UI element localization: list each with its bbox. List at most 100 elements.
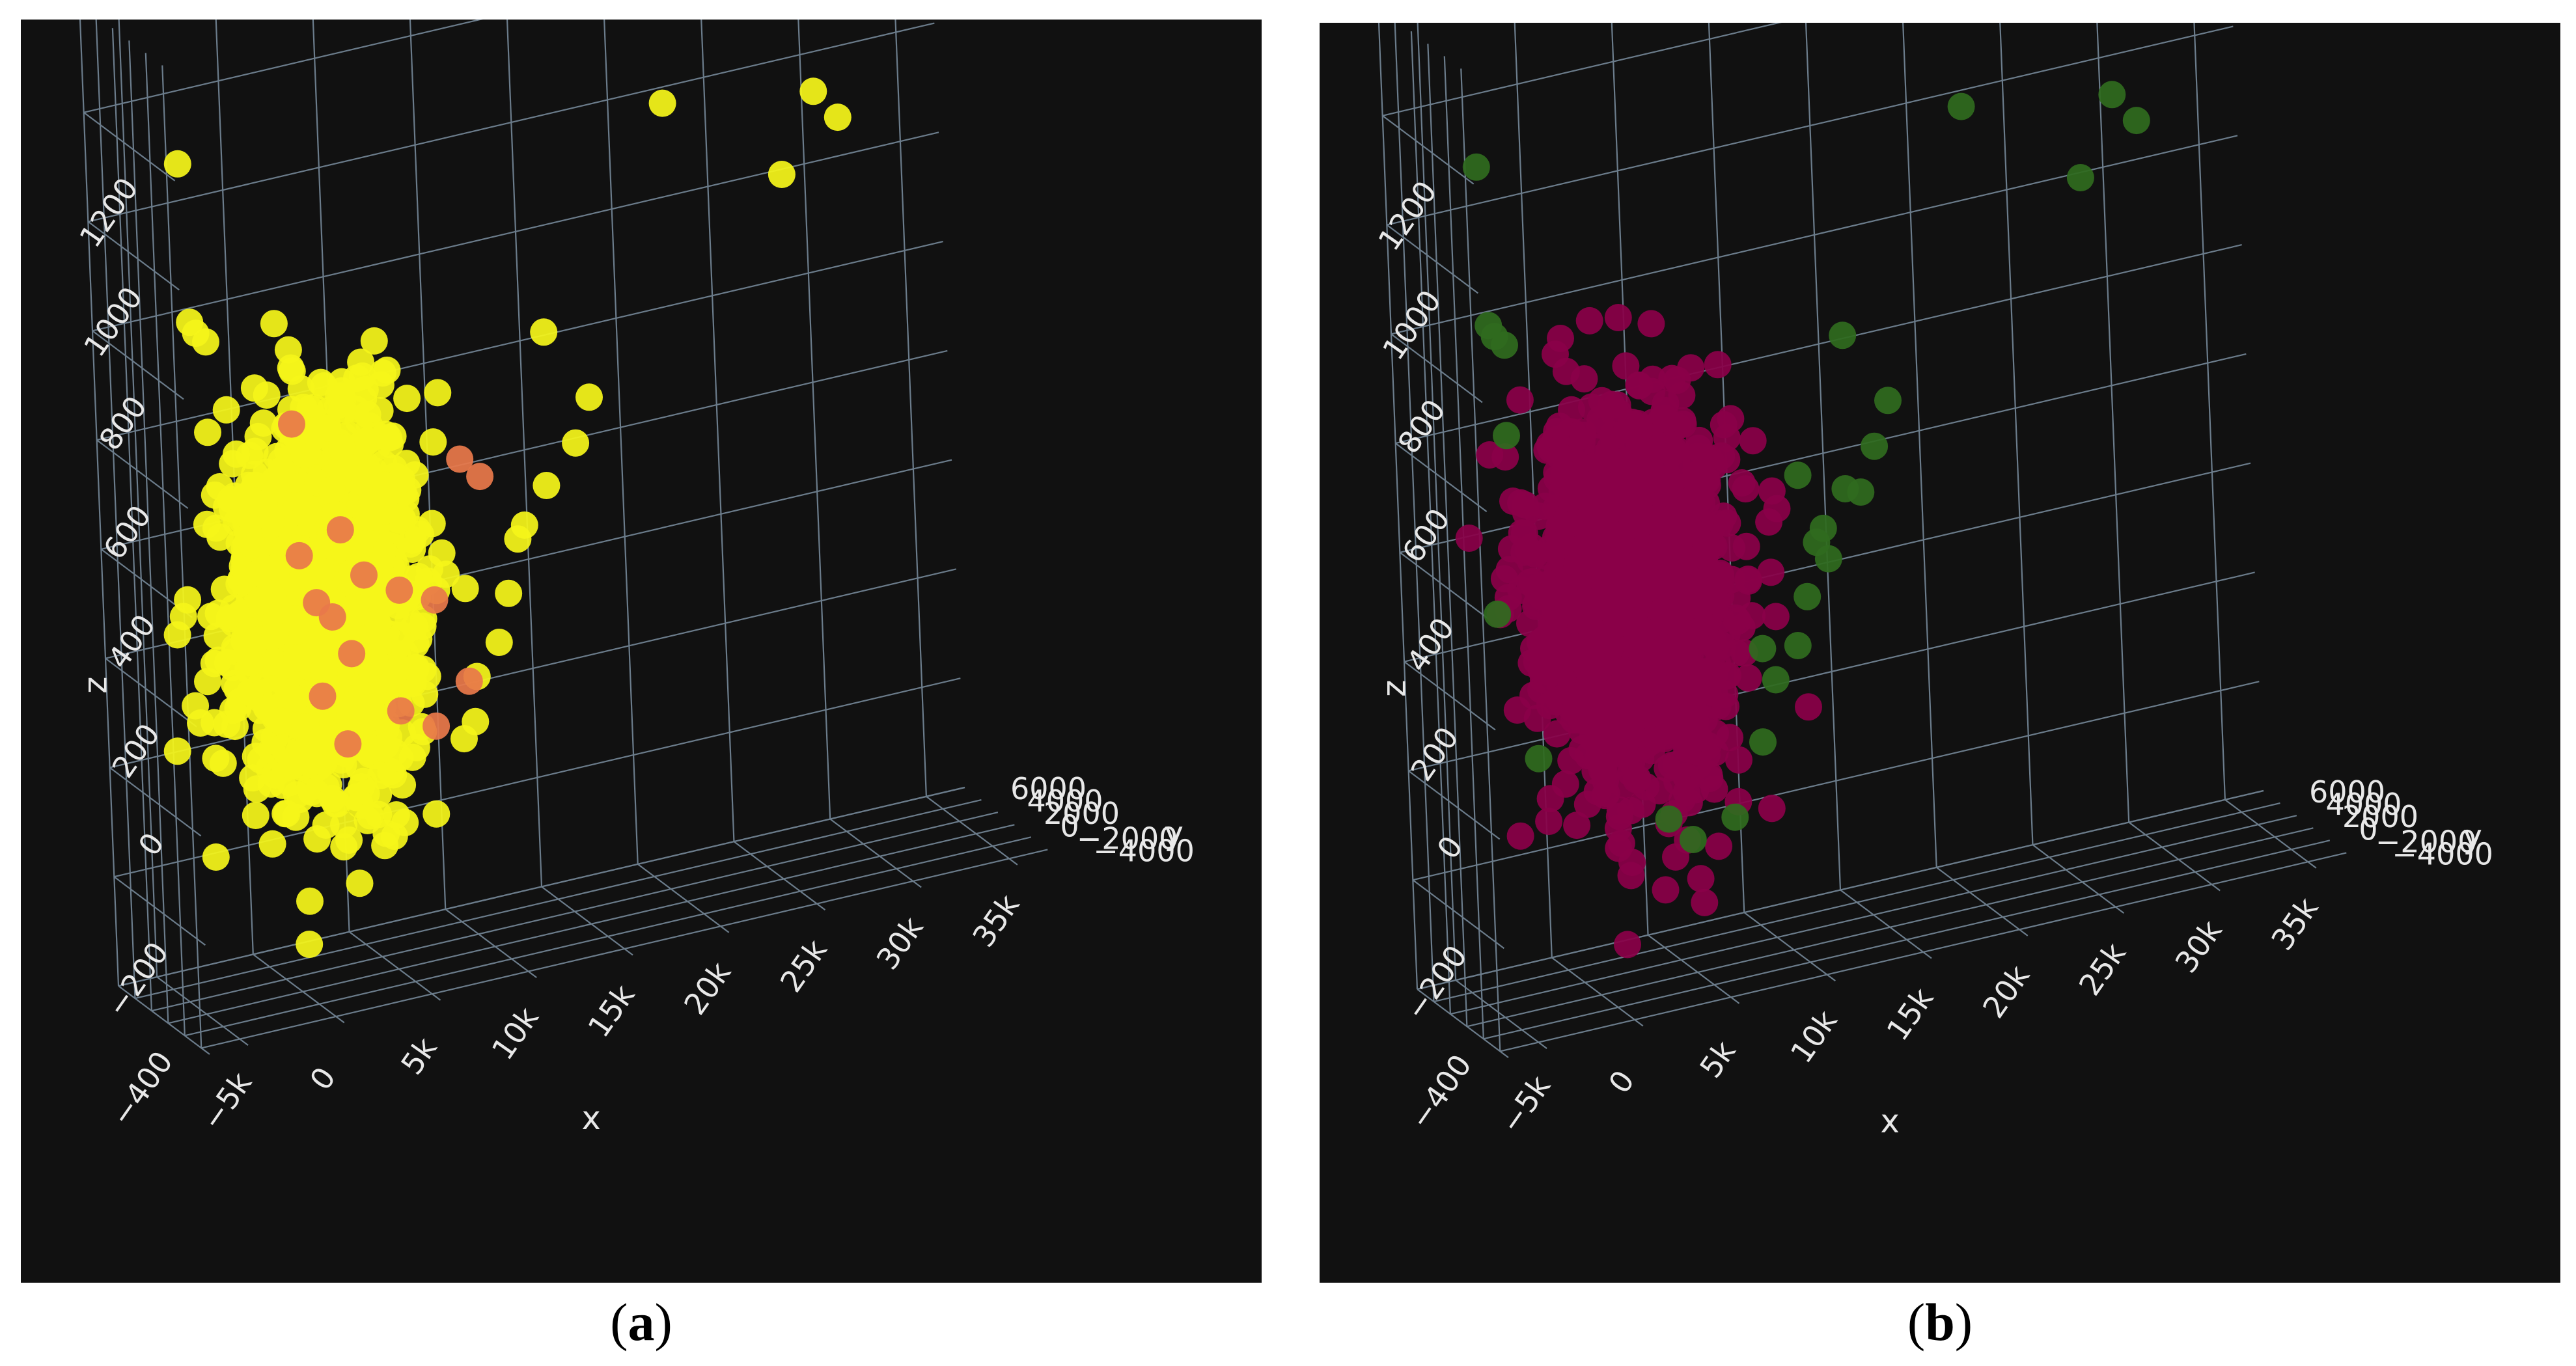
gridline-floor-y (118, 786, 965, 987)
gridline-back-z (83, 20, 484, 113)
scatter-point-series-1 (1762, 666, 1790, 694)
z-tick-label: 1200 (72, 171, 145, 254)
scatter-point-series-0 (1535, 808, 1563, 836)
scatter-point-series-0 (268, 456, 296, 484)
gridline-floor-x (541, 886, 633, 956)
scatter-point-series-0 (328, 434, 356, 461)
gridline-left-y (145, 53, 186, 1036)
scatter-point-series-0 (1604, 304, 1632, 331)
gridline-floor-y (1417, 789, 2264, 990)
scatter-point-series-0 (242, 802, 270, 829)
gridline-back-x (894, 20, 928, 797)
x-tick-label: 30k (870, 910, 930, 976)
scatter-point-series-0 (1687, 865, 1715, 893)
scatter-point-series-1 (455, 667, 483, 695)
scatter-point-series-0 (379, 422, 407, 450)
scatter-point-series-0 (206, 523, 234, 551)
gridline-back-z (1391, 135, 2238, 335)
scatter-point-series-0 (308, 725, 336, 753)
scatter-point-series-1 (1809, 514, 1837, 542)
scatter-point-series-0 (1689, 467, 1717, 495)
scatter-point-series-0 (1701, 660, 1729, 688)
scatter-point-series-0 (1545, 412, 1573, 440)
caption-a: (a) (610, 1292, 672, 1352)
scatter-point-series-0 (219, 594, 247, 622)
gridline-floor-x (348, 931, 441, 1001)
gridline-left-y (111, 28, 153, 1011)
scatter-point-series-0 (1629, 541, 1657, 569)
scatter-point-series-0 (201, 709, 229, 737)
scatter-point-series-0 (360, 327, 388, 355)
gridline-left-z (1391, 333, 1483, 403)
scatter-point-series-0 (407, 520, 434, 548)
scatter-point-series-1 (1493, 422, 1520, 450)
scatter-point-series-1 (1462, 153, 1490, 181)
gridline-floor-x (637, 863, 730, 933)
gridline-back-x (797, 20, 831, 819)
scatter-point-series-0 (1559, 480, 1587, 508)
x-tick-label: −5k (1493, 1069, 1558, 1140)
scatter-point-series-0 (1626, 620, 1654, 648)
scatter-point-series-0 (1625, 497, 1653, 525)
scatter-point-series-0 (266, 707, 294, 735)
y-tick-label: 6000 (2309, 774, 2385, 810)
x-tick-label: 25k (2072, 936, 2133, 1002)
scatter-point-series-0 (192, 328, 219, 356)
gridline-floor-x (2032, 844, 2125, 914)
scatter-point-series-0 (1674, 642, 1702, 670)
scatter-point-series-1 (1784, 461, 1812, 489)
scatter-point-series-0 (1757, 558, 1785, 586)
scatter-point-series-0 (1614, 931, 1641, 959)
scatter-point-series-0 (1519, 681, 1547, 709)
scatter-point-series-0 (1716, 724, 1744, 752)
gridline-back-z (1387, 25, 2234, 226)
scatter-point-series-0 (235, 523, 263, 551)
gridline-floor-x (445, 908, 537, 979)
scatter-point-series-0 (1510, 538, 1538, 566)
scatter-point-series-0 (288, 487, 316, 515)
scatter-point-series-0 (278, 752, 306, 780)
scatter-point-series-1 (421, 586, 449, 614)
z-tick-label: 1200 (1371, 174, 1443, 257)
x-tick-label: 0 (303, 1061, 342, 1097)
scatter-point-series-0 (296, 887, 324, 915)
scatter-point-series-0 (510, 511, 538, 539)
scatter-point-series-0 (290, 441, 318, 469)
scatter-point-series-0 (1600, 684, 1628, 712)
scatter-point-series-0 (347, 348, 375, 376)
scatter-point-series-0 (1795, 693, 1822, 721)
scatter-point-series-0 (305, 754, 333, 782)
scatter-point-series-0 (1705, 832, 1733, 860)
z-axis-label: z (1376, 680, 1413, 697)
scatter-point-series-1 (387, 697, 415, 725)
scatter-panel-b: −5k 0 5k 10k 15k 20k 25k 30k 35k −4000 −2000 0 2000 4… (1320, 23, 2560, 1283)
scatter-point-series-0 (1455, 525, 1483, 552)
gridline-floor-y (151, 812, 999, 1012)
scatter-point-series-1 (1861, 432, 1889, 460)
gridline-left-z (87, 221, 180, 291)
gridline-left-z (118, 985, 210, 1055)
scatter-point-series-1 (1814, 545, 1842, 573)
gridline-left-y (95, 20, 136, 999)
scatter-point-series-0 (296, 931, 324, 958)
gridline-floor-x (1840, 889, 1932, 959)
scatter-3d-plot-a: −5k 0 5k 10k 15k 20k 25k 30k 35k−4000−2000020004… (72, 20, 1195, 1137)
x-tick-label: 20k (1976, 959, 2036, 1024)
gridline-back-z (1382, 23, 1782, 116)
gridline-left-z (1395, 443, 1488, 512)
scatter-point-series-1 (1947, 92, 1975, 120)
y-tick-label: 4000 (2325, 787, 2402, 822)
scatter-point-series-0 (648, 89, 676, 117)
scatter-point-series-0 (240, 374, 268, 402)
gridline-left-z (113, 876, 206, 946)
scatter-point-series-0 (1738, 602, 1766, 630)
gridline-back-z (1395, 244, 2242, 444)
scatter-point-series-1 (1847, 478, 1875, 506)
scatter-point-series-0 (1577, 635, 1605, 663)
gridline-floor-x (1551, 957, 1644, 1027)
scatter-point-series-0 (1624, 690, 1652, 718)
caption-b-letter: b (1925, 1292, 1955, 1352)
scatter-point-series-0 (182, 692, 210, 720)
scatter-point-series-0 (409, 612, 437, 640)
scatter-point-series-0 (1734, 664, 1762, 692)
